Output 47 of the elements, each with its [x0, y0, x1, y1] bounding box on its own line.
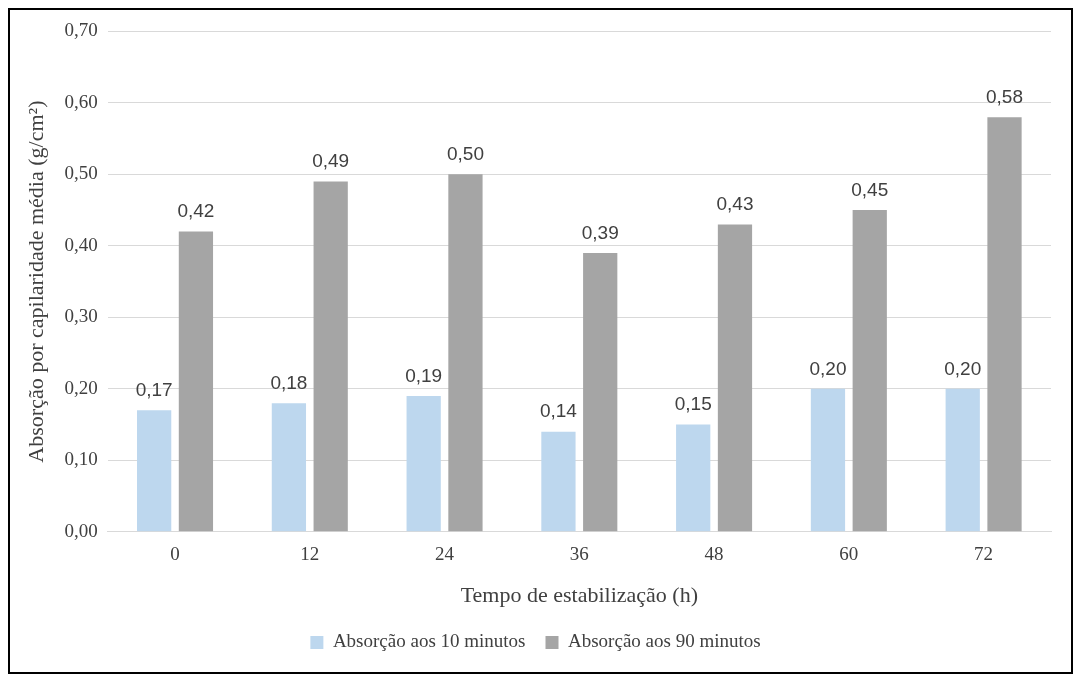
x-tick-label: 24	[435, 543, 455, 565]
data-label: 0,39	[581, 221, 619, 243]
y-axis-title: Absorção por capilaridade média (g/cm²)	[22, 100, 48, 463]
data-label: 0,45	[851, 178, 889, 200]
data-label: 0,20	[809, 357, 847, 379]
x-tick-label: 0	[170, 543, 180, 565]
x-axis-title: Tempo de estabilização (h)	[460, 581, 698, 607]
data-label: 0,19	[405, 364, 443, 386]
x-tick-label: 36	[569, 543, 589, 565]
x-tick-label: 60	[839, 543, 859, 565]
y-tick-label: 0,30	[64, 305, 98, 327]
bar	[137, 410, 172, 532]
y-tick-label: 0,40	[64, 233, 98, 255]
y-tick-label: 0,00	[64, 519, 98, 541]
x-tick-label: 48	[704, 543, 724, 565]
y-tick-label: 0,50	[64, 162, 98, 184]
bar	[676, 424, 711, 532]
bar	[541, 431, 576, 532]
data-label: 0,17	[135, 379, 173, 401]
x-tick-label: 72	[974, 543, 994, 565]
data-label: 0,58	[986, 85, 1023, 107]
bar	[406, 395, 441, 532]
bar	[810, 388, 846, 532]
bar	[583, 253, 618, 532]
data-label: 0,14	[539, 400, 578, 422]
data-label: 0,15	[674, 393, 712, 415]
y-tick-label: 0,70	[64, 19, 98, 41]
bar	[178, 231, 214, 532]
y-tick-label: 0,60	[64, 90, 98, 112]
bar	[717, 224, 753, 532]
data-label: 0,50	[446, 143, 484, 165]
data-label: 0,42	[177, 200, 215, 222]
bar	[945, 388, 980, 532]
y-tick-label: 0,20	[64, 376, 98, 398]
legend-label: Absorção aos 10 minutos	[332, 630, 526, 652]
bar	[852, 210, 887, 532]
data-label: 0,20	[944, 357, 982, 379]
bar	[448, 174, 483, 532]
legend-label: Absorção aos 90 minutos	[568, 630, 761, 652]
y-tick-label: 0,10	[64, 448, 98, 470]
bar	[313, 181, 348, 532]
x-tick-label: 12	[300, 543, 320, 565]
data-label: 0,49	[312, 150, 350, 172]
data-label: 0,43	[716, 193, 754, 215]
data-label: 0,18	[270, 371, 308, 393]
bar	[987, 117, 1022, 532]
bar	[271, 403, 307, 532]
